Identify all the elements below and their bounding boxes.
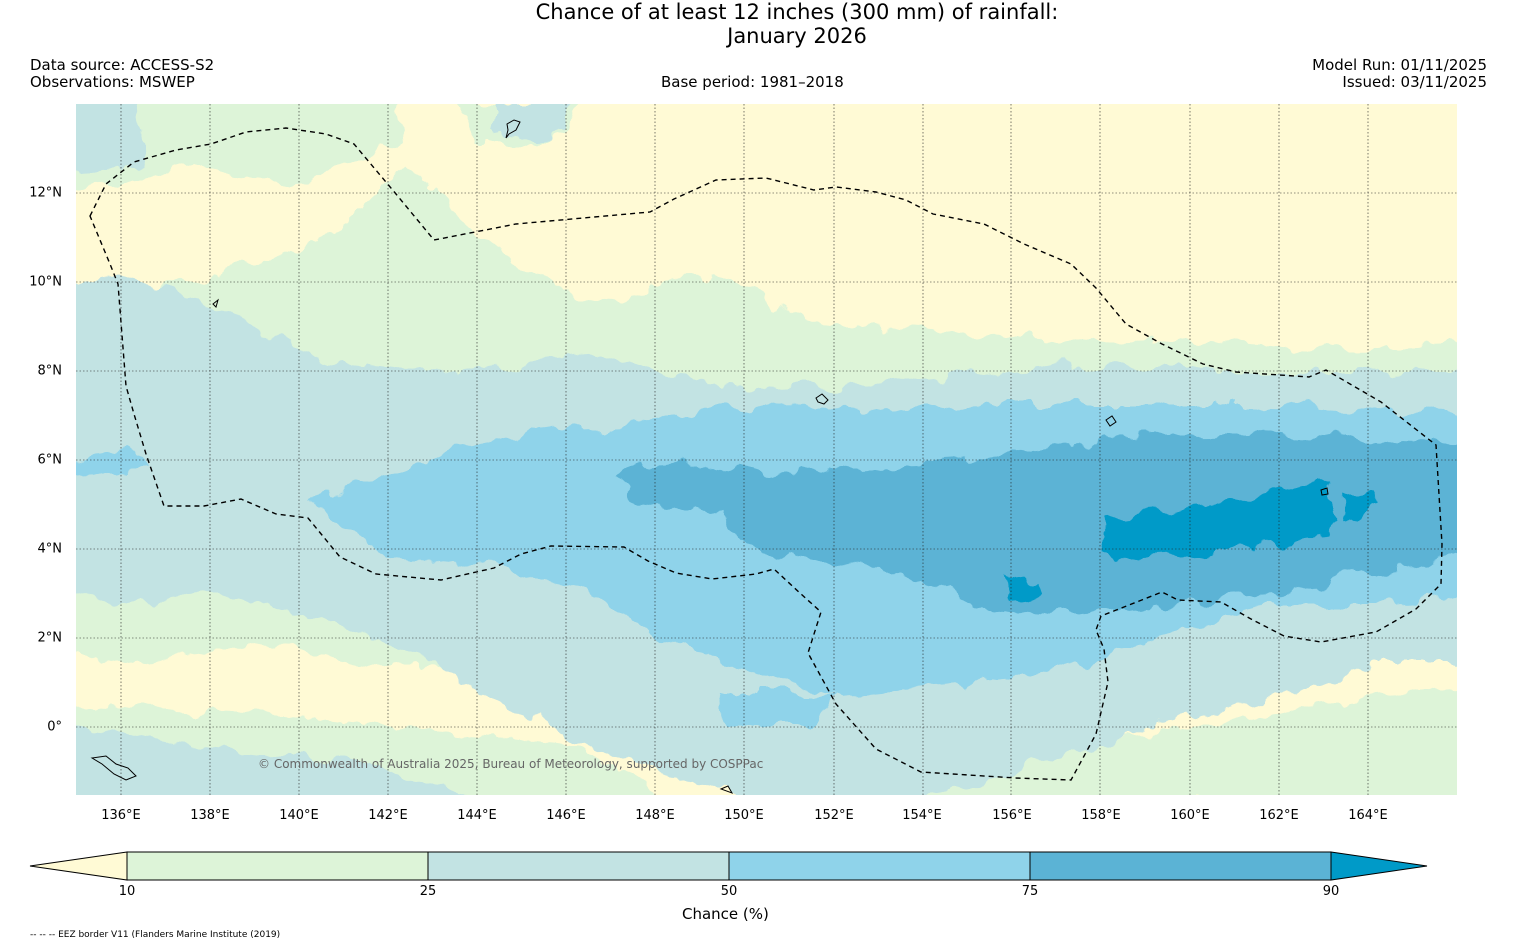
lat-label: 8°N bbox=[37, 363, 63, 379]
lon-label: 146°E bbox=[546, 808, 586, 823]
colorbar-tick: 75 bbox=[1021, 884, 1039, 899]
lon-label: 160°E bbox=[1170, 808, 1210, 823]
lon-label: 142°E bbox=[368, 808, 408, 823]
eez-border bbox=[89, 127, 1443, 781]
eez-footnote: -- -- -- EEZ border V11 (Flanders Marine… bbox=[30, 930, 281, 940]
lon-label: 140°E bbox=[279, 808, 319, 823]
lon-label: 136°E bbox=[101, 808, 141, 823]
lon-label: 150°E bbox=[724, 808, 764, 823]
lon-label: 144°E bbox=[457, 808, 497, 823]
lat-label: 10°N bbox=[29, 274, 62, 290]
copyright-notice: © Commonwealth of Australia 2025, Bureau… bbox=[258, 757, 763, 771]
lon-label: 158°E bbox=[1081, 808, 1121, 823]
colorbar-max-extension bbox=[1330, 851, 1428, 881]
colorbar-min-extension bbox=[29, 851, 128, 881]
lon-label: 154°E bbox=[902, 808, 942, 823]
lon-label: 148°E bbox=[635, 808, 675, 823]
lon-label: 156°E bbox=[992, 808, 1032, 823]
colorbar-segment bbox=[427, 851, 730, 881]
graticule bbox=[76, 104, 1457, 795]
colorbar-tick: 25 bbox=[419, 884, 437, 899]
lat-label: 12°N bbox=[29, 185, 62, 201]
colorbar-tick: 90 bbox=[1322, 884, 1340, 899]
source-info: Data source: ACCESS-S2 Observations: MSW… bbox=[30, 57, 214, 91]
lat-label: 4°N bbox=[37, 541, 63, 557]
observations: Observations: MSWEP bbox=[30, 73, 195, 91]
title-line-1: Chance of at least 12 inches (300 mm) of… bbox=[535, 0, 1059, 24]
base-period: Base period: 1981–2018 bbox=[661, 73, 844, 91]
coastlines bbox=[90, 119, 1329, 794]
lat-label: 6°N bbox=[37, 452, 63, 468]
data-source: Data source: ACCESS-S2 bbox=[30, 56, 215, 74]
colorbar-segment bbox=[1029, 851, 1332, 881]
colorbar bbox=[29, 851, 1428, 881]
colorbar-segment bbox=[126, 851, 429, 881]
lon-label: 152°E bbox=[814, 808, 854, 823]
colorbar-label: Chance (%) bbox=[682, 905, 769, 923]
lat-label: 2°N bbox=[37, 630, 63, 646]
lon-label: 162°E bbox=[1259, 808, 1299, 823]
map-title: Chance of at least 12 inches (300 mm) of… bbox=[0, 0, 1517, 48]
rainfall-probability-map: © Commonwealth of Australia 2025, Bureau… bbox=[76, 104, 1457, 795]
run-info: Model Run: 01/11/2025 Issued: 03/11/2025 bbox=[1312, 57, 1487, 91]
issued-date: Issued: 03/11/2025 bbox=[1342, 73, 1487, 91]
lon-label: 138°E bbox=[190, 808, 230, 823]
title-line-2: January 2026 bbox=[727, 24, 867, 48]
band-above-90 bbox=[1006, 484, 1376, 598]
lon-label: 164°E bbox=[1348, 808, 1388, 823]
lat-label: 0° bbox=[47, 719, 62, 735]
colorbar-tick: 10 bbox=[118, 884, 136, 899]
colorbar-tick: 50 bbox=[720, 884, 738, 899]
model-run: Model Run: 01/11/2025 bbox=[1312, 56, 1487, 74]
band-75-90 bbox=[616, 434, 1457, 614]
colorbar-segment bbox=[728, 851, 1031, 881]
